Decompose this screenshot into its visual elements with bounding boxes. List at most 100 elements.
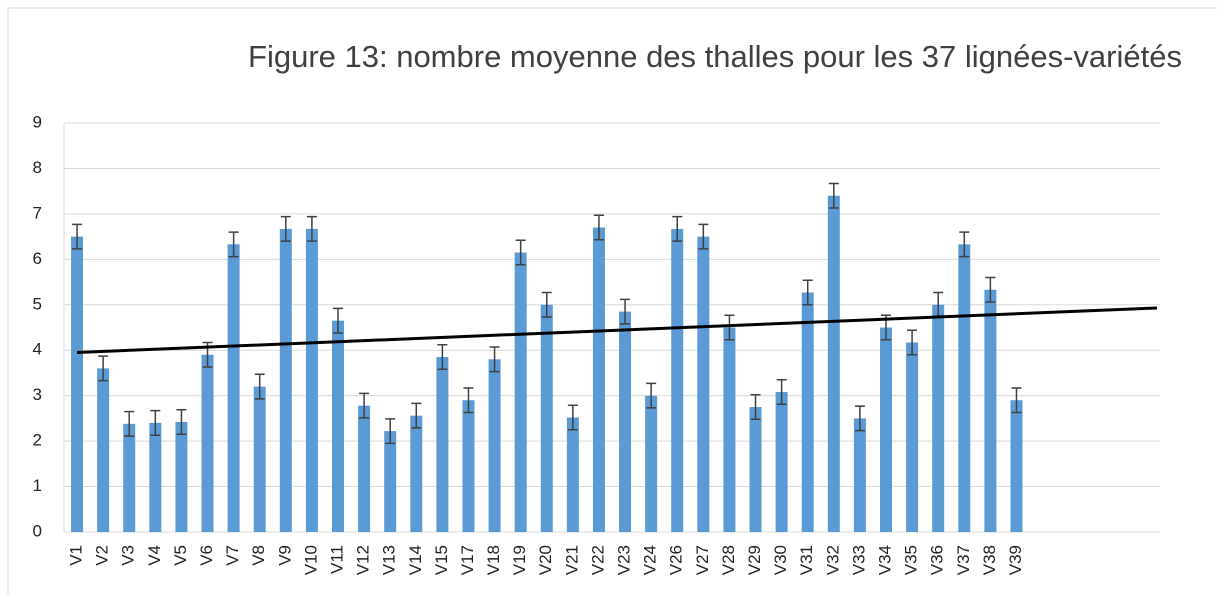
bar: [71, 236, 84, 532]
x-tick-label: V17: [458, 545, 477, 575]
error-bar: [515, 239, 526, 266]
error-bar: [333, 307, 343, 334]
error-bar: [724, 314, 735, 341]
error-bar: [463, 387, 474, 414]
x-tick-label: V14: [406, 545, 425, 575]
bar: [201, 354, 214, 532]
x-tick-label: V3: [119, 545, 138, 566]
error-bar: [359, 392, 370, 419]
y-tick-label: 1: [33, 476, 42, 495]
bar: [227, 244, 240, 532]
y-tick-label: 9: [33, 112, 42, 131]
x-tick-label: V37: [954, 545, 973, 575]
x-tick-label: V1: [67, 545, 86, 566]
x-tick-label: V5: [171, 545, 190, 566]
error-bar: [385, 418, 396, 445]
x-tick-label: V19: [510, 545, 529, 575]
error-bar: [150, 409, 161, 436]
bar: [801, 292, 814, 532]
error-bar: [854, 405, 865, 432]
y-tick-label: 0: [33, 521, 42, 540]
error-bar: [802, 279, 813, 306]
error-bar: [698, 223, 709, 250]
x-tick-label: V28: [719, 545, 738, 575]
bar: [253, 386, 266, 532]
bar: [540, 304, 553, 532]
bar: [775, 392, 788, 532]
bar: [514, 252, 527, 532]
trendline: [76, 306, 1158, 354]
bar: [984, 289, 997, 532]
error-bar: [411, 402, 422, 429]
chart-title: Figure 13: nombre moyenne des thalles po…: [248, 39, 1182, 74]
y-tick-label: 2: [33, 431, 42, 450]
chart-border: [7, 7, 1217, 595]
x-tick-label: V30: [771, 545, 790, 575]
bar: [619, 311, 632, 532]
x-tick-label: V38: [980, 545, 999, 575]
bar: [436, 357, 449, 532]
x-tick-label: V6: [197, 545, 216, 566]
x-tick-label: V10: [301, 545, 320, 575]
y-tick-label: 8: [33, 158, 42, 177]
error-bar: [646, 382, 657, 409]
x-tick-label: V4: [145, 545, 164, 566]
bar: [384, 431, 397, 532]
bar: [175, 422, 188, 532]
x-tick-label: V26: [667, 545, 686, 575]
bar: [410, 415, 423, 532]
bar: [592, 227, 605, 532]
x-tick-label: V18: [484, 545, 503, 575]
error-bar: [828, 182, 839, 209]
x-tick-label: V23: [615, 545, 634, 575]
bar: [723, 327, 736, 532]
x-tick-label: V12: [354, 545, 373, 575]
error-bar: [98, 355, 109, 382]
x-tick-label: V24: [641, 545, 660, 575]
error-bar: [124, 410, 135, 437]
bar: [827, 195, 840, 532]
bar: [305, 228, 318, 532]
error-bar: [567, 404, 578, 431]
error-bar: [1011, 387, 1022, 414]
x-tick-label: V21: [562, 545, 581, 575]
bar: [645, 395, 658, 532]
bar: [279, 228, 292, 532]
y-tick-label: 3: [33, 385, 42, 404]
y-tick-label: 7: [33, 203, 42, 222]
x-tick-label: V29: [745, 545, 764, 575]
x-tick-label: V2: [93, 545, 112, 566]
bar: [462, 400, 475, 532]
y-tick-label: 4: [33, 340, 42, 359]
bar: [97, 368, 110, 532]
error-bar: [985, 276, 996, 303]
error-bar: [254, 373, 265, 400]
error-bar: [907, 329, 918, 356]
x-tick-label: V8: [249, 545, 268, 566]
x-tick-label: V32: [823, 545, 842, 575]
y-tick-label: 6: [33, 249, 42, 268]
x-tick-label: V31: [797, 545, 816, 575]
x-tick-label: V36: [928, 545, 947, 575]
bar: [332, 320, 344, 532]
error-bar: [620, 298, 631, 325]
error-bar: [72, 223, 83, 250]
x-tick-label: V35: [902, 545, 921, 575]
error-bar: [176, 409, 187, 436]
error-bar: [672, 215, 683, 242]
x-tick-label: V22: [588, 545, 607, 575]
y-tick-label: 5: [33, 294, 42, 313]
bar: [566, 417, 579, 532]
x-tick-label: V34: [875, 545, 894, 575]
bar: [671, 228, 684, 532]
bar: [880, 327, 892, 532]
bar: [1010, 400, 1023, 532]
x-tick-label: V13: [380, 545, 399, 575]
bar: [853, 418, 866, 532]
x-tick-label: V27: [693, 545, 712, 575]
error-bar: [776, 379, 787, 406]
error-bar: [280, 215, 291, 242]
x-tick-label: V39: [1006, 545, 1025, 575]
